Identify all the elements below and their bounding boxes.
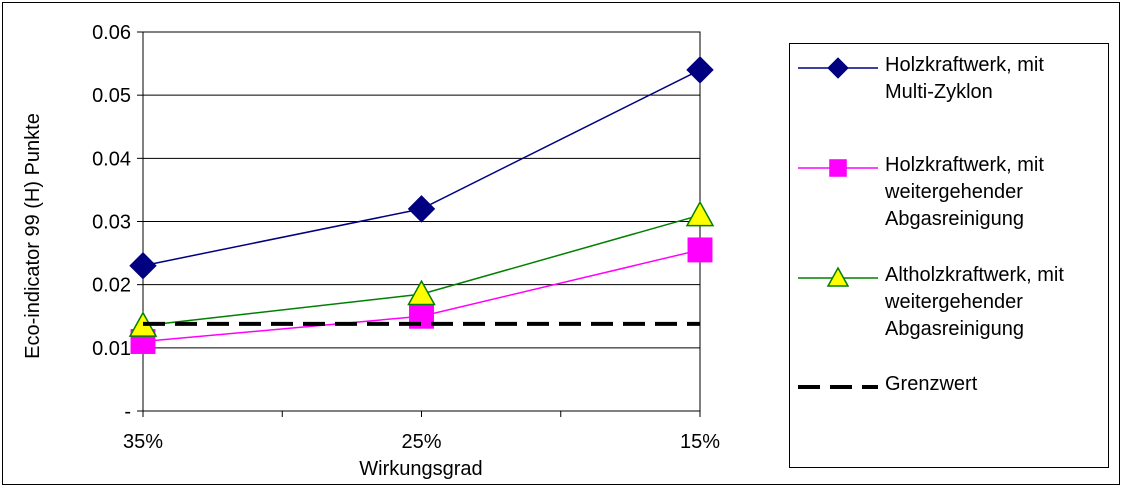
legend-label-line: Holzkraftwerk, mit	[885, 154, 1044, 176]
series-line	[142, 69, 701, 267]
legend-swatch	[798, 159, 878, 177]
x-axis-title: Wirkungsgrad	[359, 458, 482, 480]
legend-label-line: Abgasreinigung	[885, 318, 1024, 340]
y-tick-label: -	[124, 401, 131, 423]
series-0	[129, 56, 714, 280]
legend-label: Holzkraftwerk, mit weitergehender Abgasrei…	[885, 152, 1105, 233]
data-point-triangle	[685, 200, 715, 227]
x-tick-label: 25%	[401, 431, 441, 453]
y-tick-label: 0.02	[92, 275, 131, 297]
legend-swatch	[798, 57, 878, 79]
x-tick-label: 15%	[680, 431, 720, 453]
legend-label: Holzkraftwerk, mit Multi-Zyklon	[885, 52, 1105, 106]
data-point-diamond	[407, 195, 436, 223]
line-chart: - 0.01 0.02 0.03 0.04 0.05 0.06 35% 25% 15% Eco-…	[22, 22, 720, 480]
legend-label: Altholzkraftwerk, mit weitergehender Abgas…	[885, 262, 1105, 343]
data-point-triangle	[826, 266, 850, 287]
y-tick-label: 0.04	[92, 148, 131, 170]
data-series	[128, 56, 715, 354]
axes	[137, 31, 701, 417]
y-tick-labels: - 0.01 0.02 0.03 0.04 0.05 0.06	[92, 22, 131, 423]
y-tick-label: 0.01	[92, 338, 131, 360]
data-point-diamond	[686, 56, 714, 84]
legend-label-line: Holzkraftwerk, mit	[885, 54, 1044, 76]
legend-swatch	[798, 266, 878, 287]
legend-label-line: Multi-Zyklon	[885, 81, 993, 103]
data-point-triangle	[407, 279, 436, 306]
data-point-diamond	[129, 252, 157, 280]
y-axis-title: Eco-indicator 99 (H) Punkte	[22, 113, 44, 359]
y-tick-label: 0.03	[92, 212, 131, 234]
y-tick-label: 0.05	[92, 85, 131, 107]
legend-label: Grenzwert	[885, 371, 1105, 398]
legend-swatch	[798, 385, 878, 389]
x-tick-labels: 35% 25% 15%	[123, 431, 720, 453]
y-tick-label: 0.06	[92, 22, 131, 44]
legend-label-line: Altholzkraftwerk, mit	[885, 264, 1064, 286]
legend-label-line: Grenzwert	[885, 373, 978, 395]
data-point-square	[687, 237, 713, 263]
data-point-square	[829, 159, 847, 177]
data-point-diamond	[827, 57, 849, 79]
legend: Holzkraftwerk, mit Multi-Zyklon Holzkraftw…	[789, 43, 1109, 468]
legend-label-line: weitergehender	[885, 291, 1023, 313]
x-tick-label: 35%	[123, 431, 163, 453]
legend-label-line: weitergehender	[885, 181, 1023, 203]
legend-label-line: Abgasreinigung	[885, 208, 1024, 230]
